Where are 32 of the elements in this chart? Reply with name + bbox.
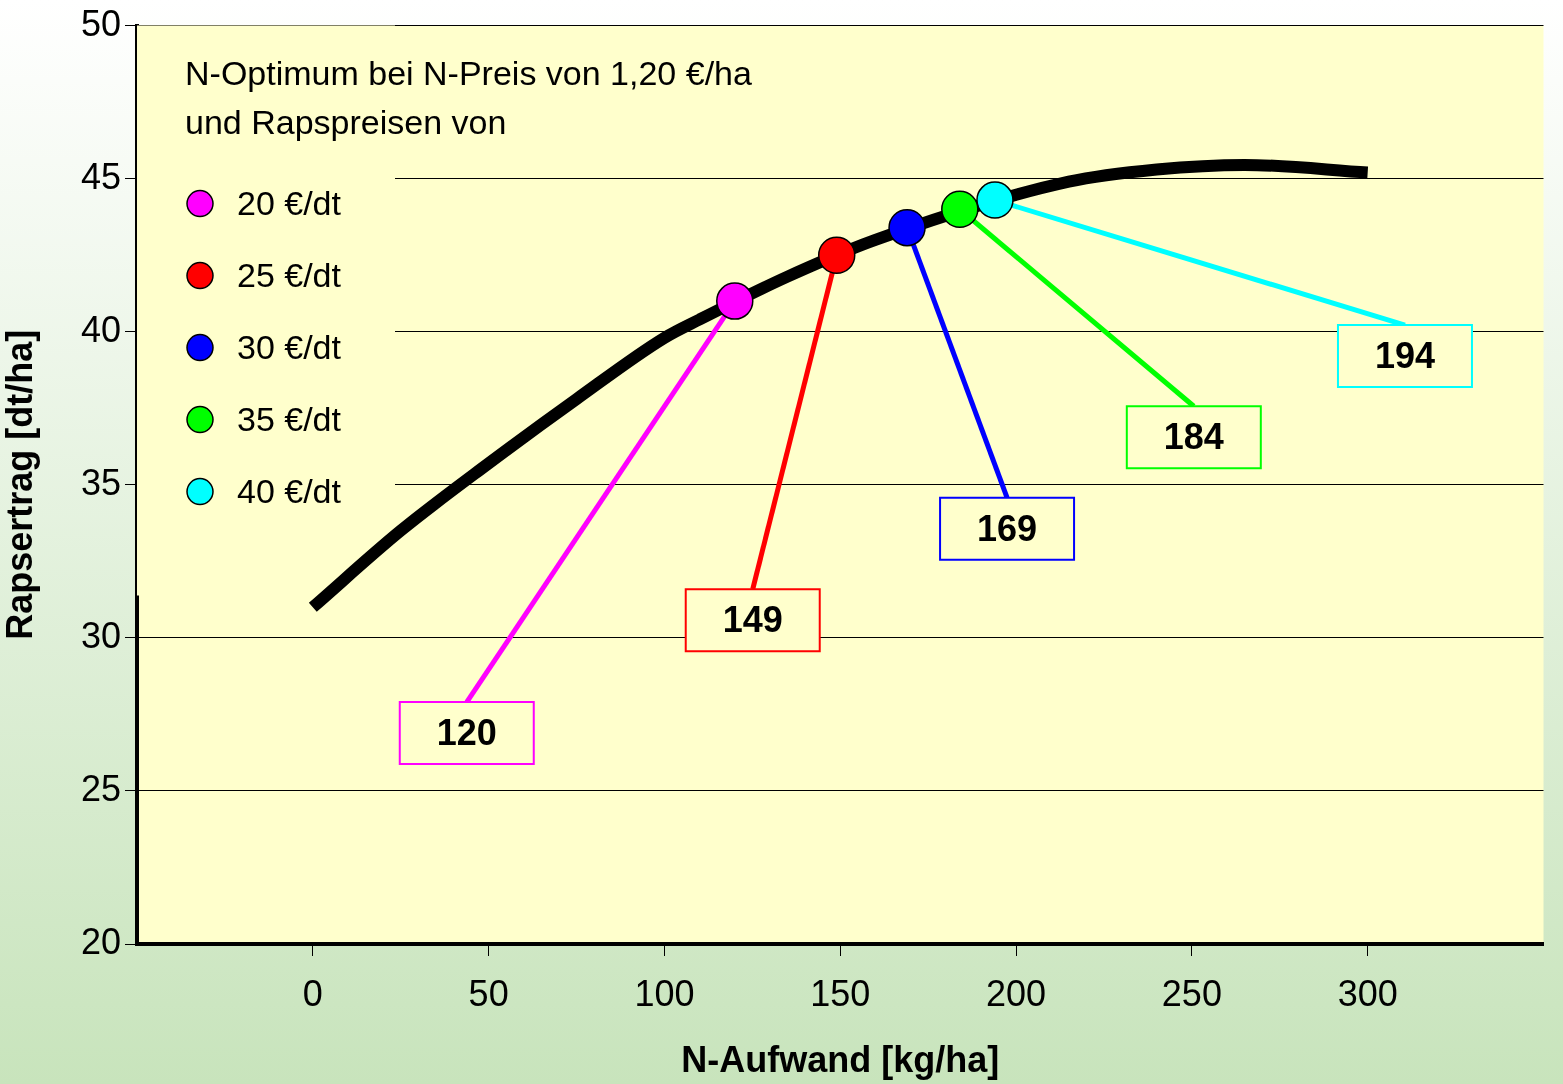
annotation: 194 [1374,335,1435,377]
x-tick-label: 100 [634,972,695,1014]
y-tick-label: 45 [80,155,121,197]
point [817,236,856,274]
y-tick-label: 50 [80,2,121,44]
y-tick-label: 35 [80,461,121,503]
y-tick-label: 25 [80,767,121,809]
legend-label: 40 €/dt [237,471,342,510]
point [888,208,926,247]
legend-label: 25 €/dt [237,255,342,294]
x-tick-label: 150 [810,972,871,1014]
legend-title: N-Optimum bei N-Preis von 1,20 €/ha und Rapspreisen von [185,53,752,141]
legend-label: 30 €/dt [237,327,342,366]
point [976,181,1014,219]
legend-label: 35 €/dt [237,399,342,438]
point [941,190,979,229]
annotation: 149 [722,599,783,641]
annotation: 120 [436,712,497,754]
x-tick-label: 250 [1161,972,1222,1014]
x-axis-title: N-Aufwand [kg/ha] [681,1039,1000,1081]
x-tick-label: 200 [986,972,1047,1014]
point [716,282,754,320]
annotation: 184 [1163,416,1224,458]
x-tick-label: 50 [468,972,509,1014]
x-tick-label: 0 [302,972,323,1014]
x-tick-label: 300 [1337,972,1398,1014]
y-tick-label: 40 [80,308,121,350]
annotation: 169 [977,507,1038,549]
y-axis-title: Rapsertrag [dt/ha] [0,329,40,640]
legend-label: 20 €/dt [237,183,342,222]
y-tick-label: 20 [80,920,121,962]
y-tick-label: 30 [80,614,121,656]
